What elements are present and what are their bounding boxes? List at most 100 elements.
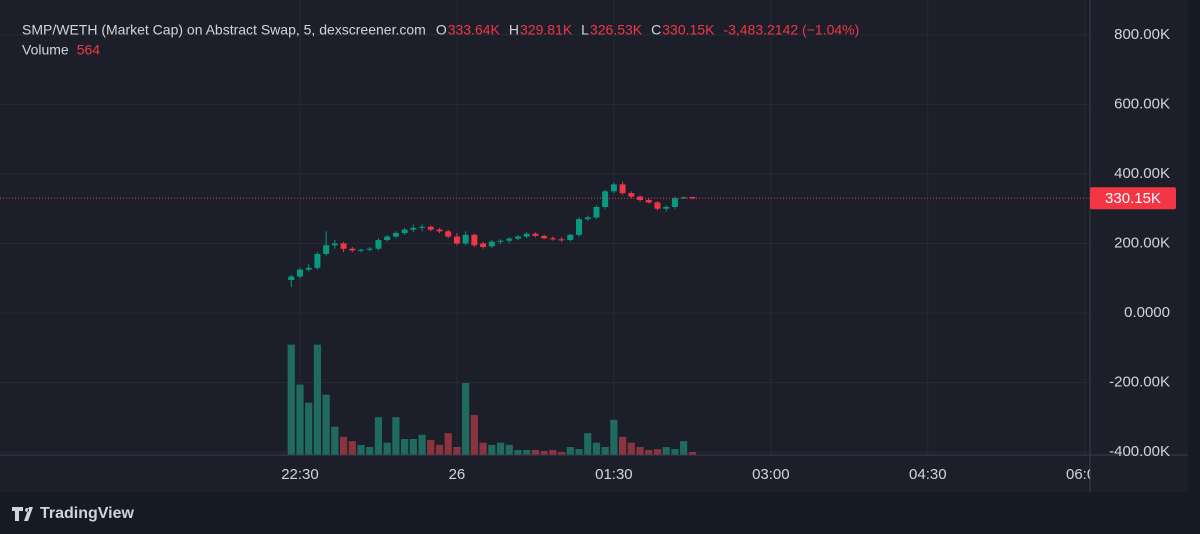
volume-bar — [653, 449, 662, 455]
volume-bar — [505, 444, 513, 455]
volume-bar — [453, 447, 461, 455]
volume-bar — [488, 444, 496, 455]
candle-body — [419, 226, 426, 228]
candle-body — [514, 236, 521, 239]
volume-bar — [575, 449, 583, 455]
volume-bar — [662, 447, 670, 455]
volume-bar — [566, 447, 574, 455]
candle-body — [305, 267, 312, 270]
logo-text: TradingView — [40, 505, 135, 522]
volume-pane — [287, 344, 696, 455]
volume-bar — [392, 417, 400, 455]
volume-bar — [348, 441, 356, 455]
volume-bar — [401, 439, 409, 455]
volume-bar — [549, 449, 557, 455]
ohlc-value: 330.15K — [662, 22, 715, 38]
volume-bar — [322, 394, 330, 455]
volume-bar — [313, 344, 322, 455]
candle-body — [497, 240, 504, 242]
volume-bar — [627, 442, 635, 455]
volume-bar — [688, 451, 696, 455]
volume-title: Volume — [22, 42, 69, 58]
candle-body — [410, 227, 417, 230]
x-tick-label: 03:00 — [752, 466, 790, 483]
candle-body — [549, 238, 556, 240]
volume-bar — [462, 383, 470, 455]
volume-bar — [383, 442, 391, 455]
candle-body — [462, 234, 469, 244]
candle-body — [436, 229, 443, 232]
candle-body — [506, 238, 513, 241]
y-tick-label: -400.00K — [1109, 443, 1170, 460]
volume-bar — [331, 426, 339, 455]
candle-body — [445, 231, 452, 237]
candle-body — [523, 233, 530, 237]
volume-bar — [531, 449, 540, 455]
candle-body — [340, 243, 347, 249]
y-tick-label: -200.00K — [1109, 374, 1170, 391]
candle-body — [628, 193, 635, 197]
volume-bar — [357, 444, 365, 455]
ohlc-value: 329.81K — [520, 22, 573, 38]
candle-body — [576, 219, 583, 235]
candle-body — [541, 235, 548, 239]
candle-body — [453, 236, 460, 244]
grid — [0, 0, 1090, 455]
candle-body — [331, 243, 338, 246]
volume-bar — [557, 452, 566, 455]
x-tick-label: 04:30 — [909, 466, 947, 483]
candle-body — [567, 234, 574, 241]
x-tick-label: 06:00 — [1066, 466, 1104, 483]
volume-bar — [592, 442, 601, 455]
axes: 800.00K 600.00K 400.00K 200.00K 0.0000 -200.0… — [0, 26, 1176, 483]
candle-body — [532, 233, 539, 236]
legend: SMP/WETH (Market Cap) on Abstract Swap, … — [22, 22, 859, 58]
candle-body — [323, 245, 330, 254]
logo-icon — [12, 507, 33, 521]
volume-bar — [636, 447, 644, 455]
y-tick-label: 0.0000 — [1124, 304, 1170, 321]
candle-body — [401, 229, 408, 234]
candle-body — [619, 184, 626, 194]
ohlc-value: 333.64K — [448, 22, 501, 38]
candle-body — [610, 184, 617, 192]
candle-body — [471, 234, 478, 246]
x-tick-label: 01:30 — [595, 466, 633, 483]
volume-bar — [496, 442, 505, 455]
candle-body — [480, 243, 487, 247]
candles — [288, 181, 696, 287]
ohlc-letter: O — [436, 22, 447, 38]
candle-body — [427, 226, 434, 230]
candle-body — [602, 191, 609, 207]
y-tick-label: 800.00K — [1114, 26, 1170, 43]
volume-bar — [305, 402, 313, 455]
ohlc-letter: H — [509, 22, 519, 38]
logo: TradingView — [12, 505, 135, 522]
candle-body — [366, 248, 373, 250]
volume-bar — [645, 449, 653, 455]
legend-title: SMP/WETH (Market Cap) on Abstract Swap, … — [22, 22, 426, 38]
ohlc-letter: C — [651, 22, 661, 38]
volume-bar — [427, 440, 435, 455]
volume-bar — [409, 439, 417, 455]
candle-body — [375, 240, 382, 249]
volume-bar — [479, 442, 487, 455]
candle-body — [488, 241, 495, 247]
candle-body — [384, 236, 391, 241]
x-tick-labels: 22:30 26 01:30 03:00 04:30 06:00 — [281, 466, 1104, 483]
volume-bar — [610, 419, 618, 455]
volume-bar — [366, 447, 374, 455]
volume-bar — [523, 449, 531, 455]
y-tick-label: 600.00K — [1114, 95, 1170, 112]
volume-bar — [374, 417, 383, 455]
candle-body — [689, 197, 696, 199]
volume-bar — [680, 441, 688, 455]
volume-bar — [339, 436, 348, 455]
volume-bar — [296, 384, 304, 455]
candle-body — [558, 239, 565, 241]
volume-bar — [671, 449, 679, 455]
candle-body — [358, 249, 365, 251]
price-label-box — [1090, 187, 1176, 210]
